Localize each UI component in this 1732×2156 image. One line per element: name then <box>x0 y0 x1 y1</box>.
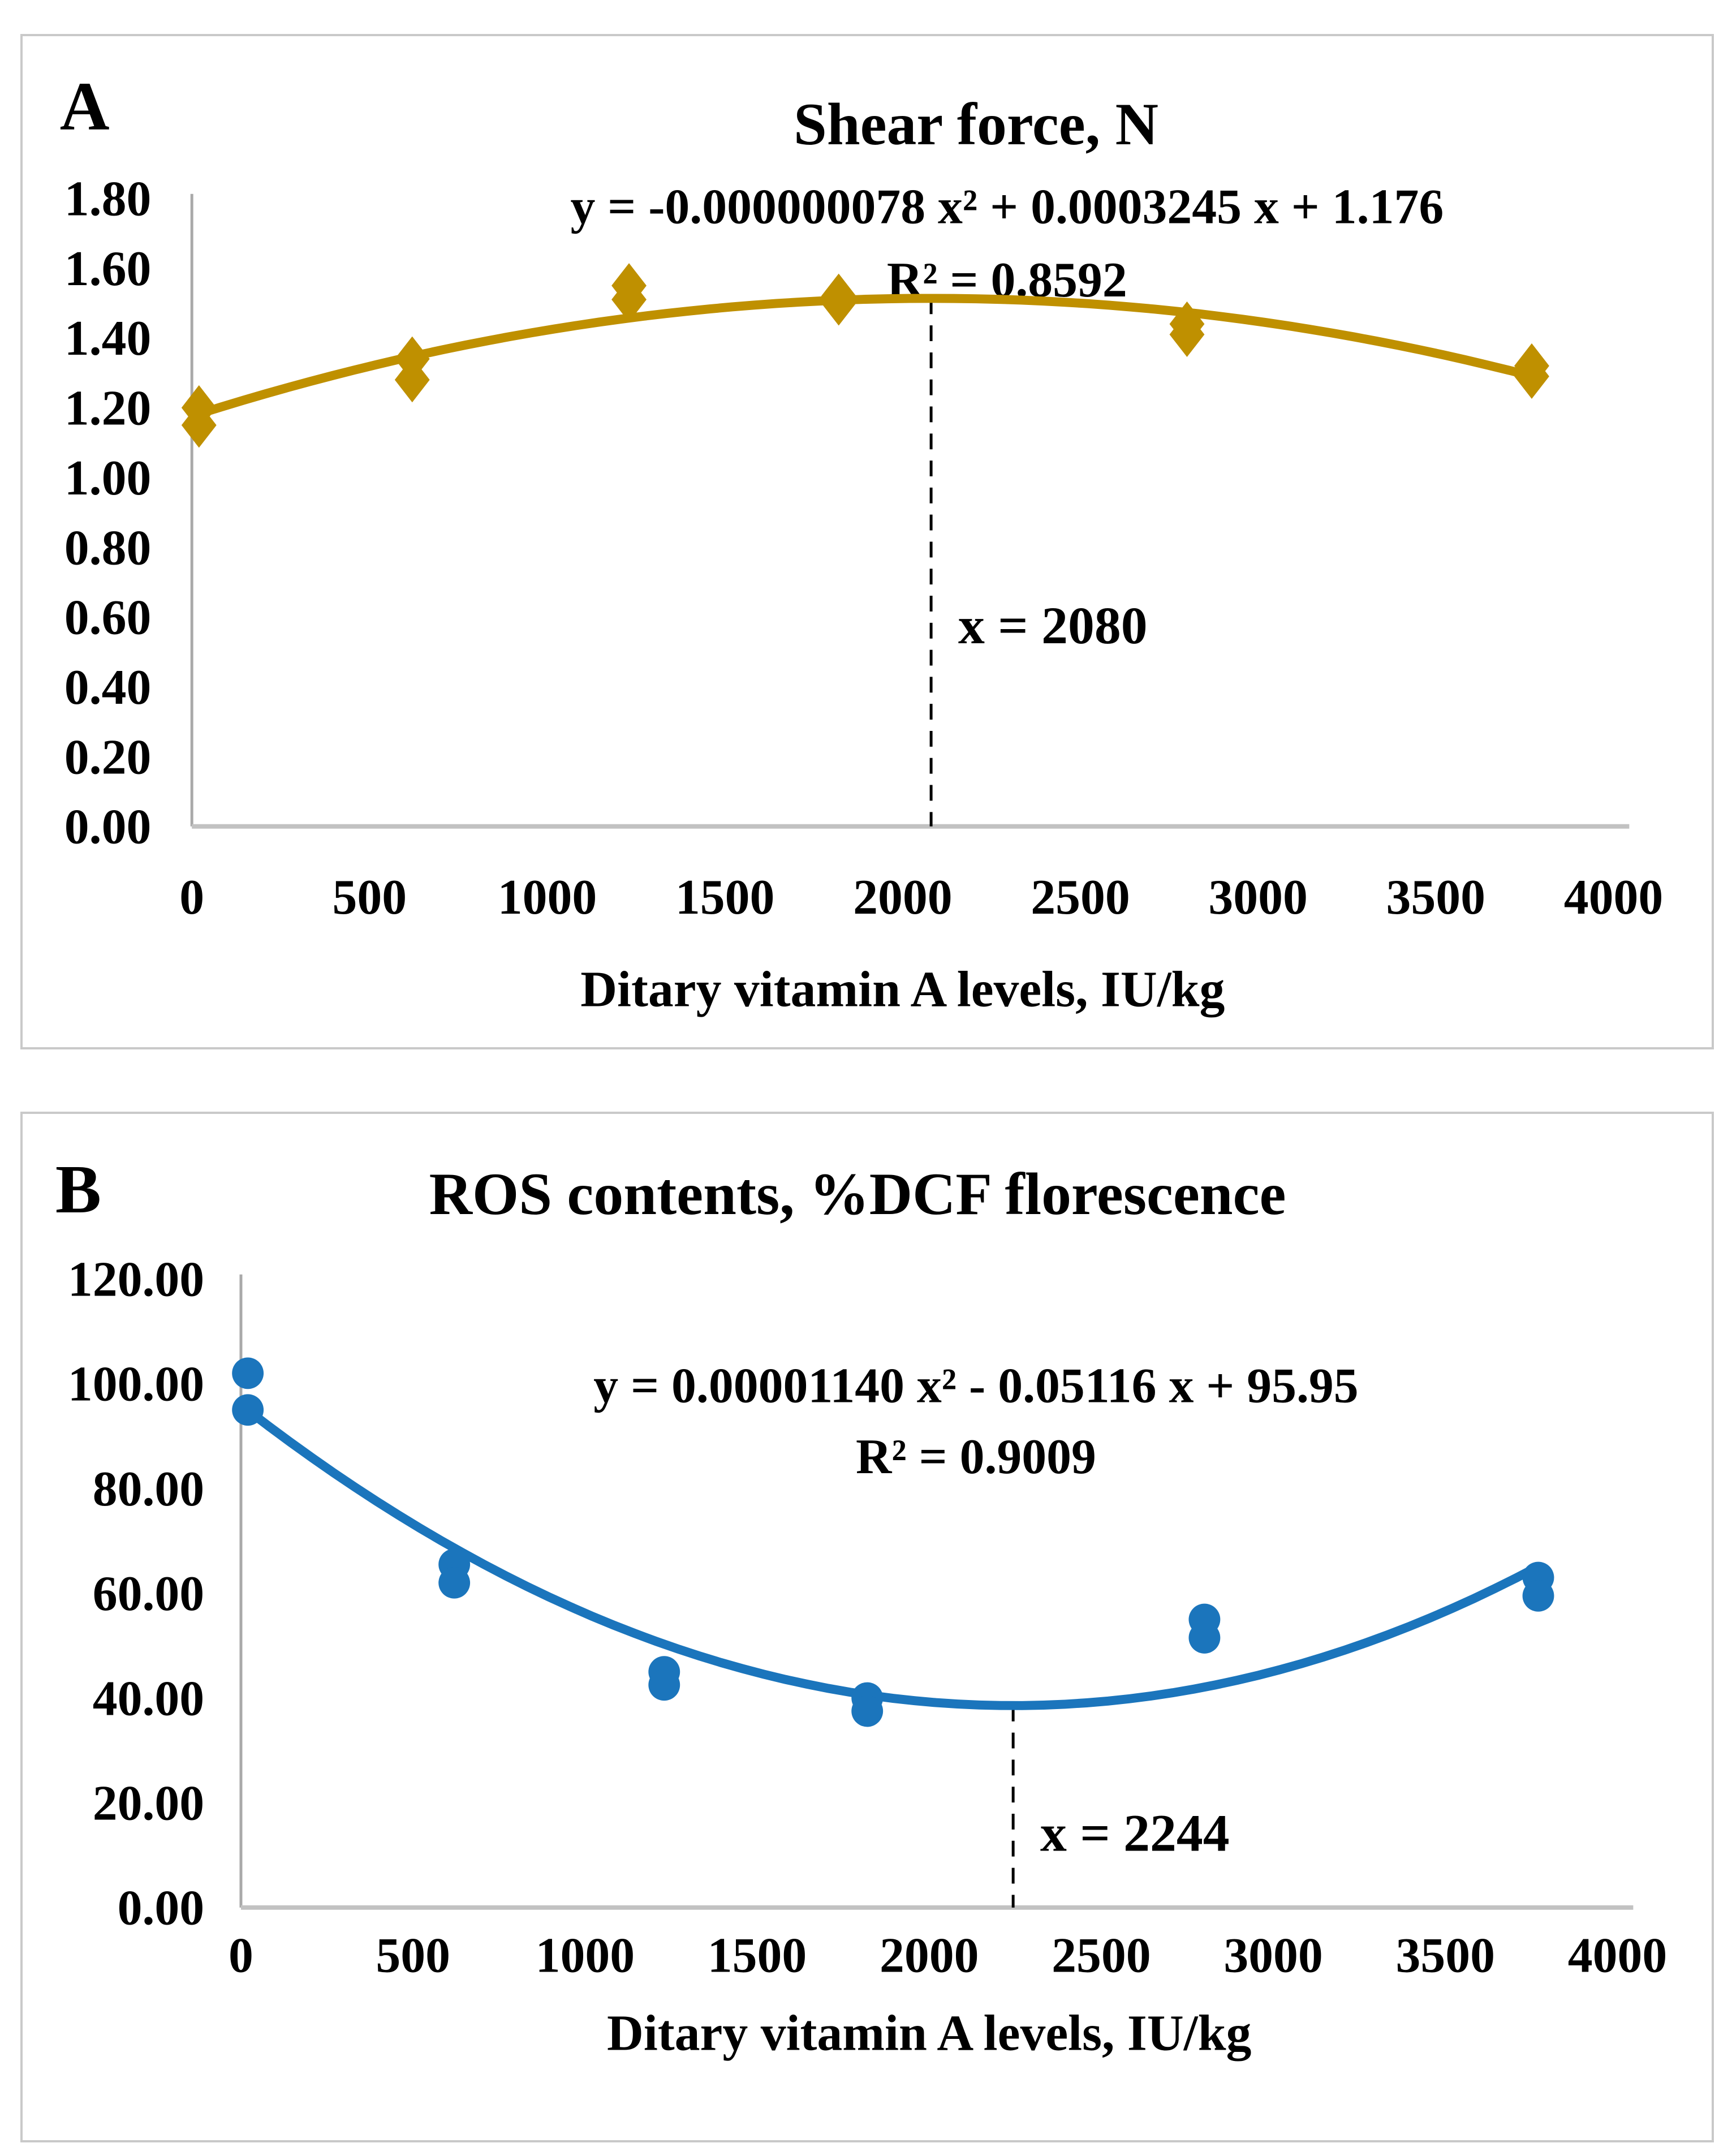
panel-a-shear-force-chart: 1.80 1.60 1.40 1.20 1.00 0.80 0.60 0.40 0.20 0.00… <box>20 34 1714 1049</box>
y-tick-label: 60.00 <box>93 1566 204 1621</box>
x-tick-label: 2500 <box>1052 1927 1151 1982</box>
y-tick-label: 0.40 <box>64 660 152 715</box>
y-tick-label: 120.00 <box>68 1252 204 1307</box>
panel-b-ros-contents-chart: 120.00 100.00 80.00 60.00 40.00 20.00 0.00 0 500… <box>20 1112 1714 2142</box>
y-tick-label: 20.00 <box>93 1776 204 1831</box>
y-tick-label: 1.60 <box>64 241 152 296</box>
data-point-diamond <box>821 280 856 326</box>
panel-b-chart-svg: 120.00 100.00 80.00 60.00 40.00 20.00 0.00 0 500… <box>55 1152 1667 2062</box>
data-point-circle <box>232 1357 264 1389</box>
data-point-diamond <box>1169 312 1205 358</box>
y-tick-label: 1.80 <box>64 171 152 226</box>
vertex-annotation-label: x = 2244 <box>1040 1804 1230 1862</box>
data-point-diamond <box>1514 354 1549 399</box>
data-point-circle <box>851 1695 884 1727</box>
y-tick-label: 0.00 <box>118 1880 205 1935</box>
r-squared-value: R² = 0.9009 <box>856 1429 1096 1484</box>
y-tick-label: 1.20 <box>64 381 152 436</box>
data-point-diamond <box>181 402 217 448</box>
panel-letter-label: A <box>60 68 110 144</box>
y-tick-label: 100.00 <box>68 1357 204 1411</box>
chart-title: ROS contents, %DCF florescence <box>429 1161 1286 1227</box>
x-axis-title: Ditary vitamin A levels, IU/kg <box>607 2006 1251 2062</box>
panel-a-chart-svg: 1.80 1.60 1.40 1.20 1.00 0.80 0.60 0.40 0.20 0.00… <box>60 68 1664 1017</box>
x-tick-label: 0 <box>229 1927 253 1982</box>
trendline-equation: y = 0.00001140 x² - 0.05116 x + 95.95 <box>593 1358 1358 1413</box>
y-tick-label: 0.00 <box>64 799 152 854</box>
x-tick-label: 2000 <box>853 870 953 924</box>
panel-letter-label: B <box>55 1152 101 1228</box>
x-tick-label: 2000 <box>880 1927 979 1982</box>
y-tick-label: 80.00 <box>93 1461 204 1516</box>
vertex-annotation-label: x = 2080 <box>958 597 1148 655</box>
x-axis-title: Ditary vitamin A levels, IU/kg <box>580 961 1225 1017</box>
data-point-circle <box>1188 1622 1221 1654</box>
data-point-circle <box>232 1394 264 1426</box>
x-tick-label: 3500 <box>1396 1927 1495 1982</box>
x-tick-label: 3000 <box>1223 1927 1322 1982</box>
y-tick-label: 0.20 <box>64 729 152 784</box>
data-point-diamond <box>394 357 430 403</box>
x-tick-label: 2500 <box>1031 870 1130 924</box>
y-tick-label: 0.80 <box>64 520 152 575</box>
x-tick-label: 3500 <box>1386 870 1486 924</box>
trendline-equation: y = -0.000000078 x² + 0.0003245 x + 1.17… <box>570 179 1444 234</box>
y-tick-label: 40.00 <box>93 1671 204 1725</box>
x-tick-label: 1000 <box>536 1927 635 1982</box>
y-tick-label: 0.60 <box>64 590 152 645</box>
x-tick-label: 4000 <box>1568 1927 1667 1982</box>
x-tick-label: 1500 <box>675 870 775 924</box>
y-tick-label: 1.40 <box>64 311 152 365</box>
data-point-circle <box>648 1669 680 1701</box>
data-point-circle <box>1522 1580 1554 1612</box>
x-tick-label: 1000 <box>498 870 597 924</box>
data-point-diamond <box>611 277 647 322</box>
x-tick-label: 0 <box>179 870 204 924</box>
x-tick-label: 3000 <box>1208 870 1308 924</box>
y-tick-label: 1.00 <box>64 450 152 505</box>
chart-title: Shear force, N <box>794 91 1158 157</box>
x-tick-label: 500 <box>333 870 407 924</box>
x-tick-label: 1500 <box>708 1927 807 1982</box>
data-point-circle <box>438 1567 471 1599</box>
x-tick-label: 500 <box>376 1927 450 1982</box>
x-tick-label: 4000 <box>1564 870 1664 924</box>
